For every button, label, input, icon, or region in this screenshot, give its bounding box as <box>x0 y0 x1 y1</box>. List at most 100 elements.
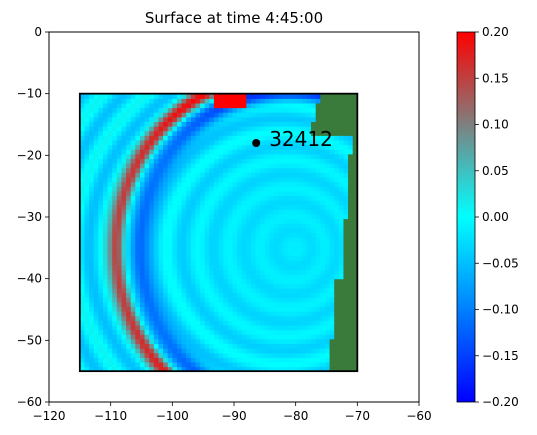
heatmap-cell <box>283 227 289 234</box>
heatmap-cell <box>153 292 160 298</box>
heatmap-cell <box>116 93 123 99</box>
heatmap-cell <box>301 274 308 280</box>
heatmap-cell <box>176 149 183 155</box>
heatmap-cell <box>227 195 234 201</box>
heatmap-cell <box>287 209 294 215</box>
heatmap-cell <box>315 213 321 220</box>
heatmap-cell <box>149 352 155 358</box>
heatmap-cell <box>292 297 298 303</box>
heatmap-cell <box>186 283 192 289</box>
heatmap-cell <box>149 158 155 164</box>
heatmap-cell <box>260 167 266 173</box>
heatmap-cell <box>98 126 104 132</box>
heatmap-cell <box>324 121 331 127</box>
heatmap-cell <box>246 121 252 127</box>
heatmap-cell <box>301 227 308 234</box>
heatmap-cell <box>167 338 173 345</box>
heatmap-cell <box>204 200 210 206</box>
heatmap-cell <box>213 107 220 113</box>
heatmap-cell <box>167 255 173 261</box>
heatmap-cell <box>79 334 86 340</box>
heatmap-cell <box>232 320 238 326</box>
heatmap-cell <box>264 320 271 326</box>
heatmap-cell <box>255 320 261 326</box>
heatmap-cell <box>301 213 308 220</box>
heatmap-cell <box>102 246 109 252</box>
heatmap-cell <box>79 93 86 99</box>
heatmap-cell <box>348 297 354 303</box>
heatmap-cell <box>260 186 266 192</box>
heatmap-cell <box>343 213 349 220</box>
heatmap-cell <box>153 200 160 206</box>
heatmap-cell <box>102 306 109 312</box>
heatmap-cell <box>107 200 113 206</box>
heatmap-cell <box>153 227 160 234</box>
heatmap-cell <box>98 163 104 169</box>
heatmap-cell <box>223 361 229 368</box>
heatmap-cell <box>255 121 261 127</box>
heatmap-cell <box>84 121 90 127</box>
heatmap-cell <box>190 218 197 224</box>
heatmap-cell <box>352 116 358 123</box>
heatmap-cell <box>149 264 155 271</box>
heatmap-cell <box>200 98 206 104</box>
heatmap-cell <box>218 352 224 358</box>
heatmap-cell <box>283 167 289 173</box>
heatmap-cell <box>348 158 354 164</box>
heatmap-cell <box>264 200 271 206</box>
heatmap-cell <box>274 172 280 178</box>
heatmap-cell <box>190 176 197 183</box>
heatmap-cell <box>139 223 146 229</box>
heatmap-cell <box>292 135 298 141</box>
heatmap-cell <box>278 121 284 127</box>
heatmap-cell <box>130 139 136 146</box>
heatmap-cell <box>130 153 136 160</box>
heatmap-cell <box>84 269 90 275</box>
heatmap-cell <box>269 269 275 275</box>
heatmap-cell <box>89 190 95 197</box>
heatmap-cell <box>338 357 345 363</box>
heatmap-cell <box>343 237 349 243</box>
heatmap-cell <box>306 130 312 136</box>
heatmap-cell <box>264 121 271 127</box>
heatmap-cell <box>306 366 312 372</box>
heatmap-cell <box>352 274 358 280</box>
heatmap-cell <box>112 283 118 289</box>
heatmap-cell <box>237 167 243 173</box>
heatmap-cell <box>292 292 298 298</box>
heatmap-cell <box>274 130 280 136</box>
heatmap-cell <box>149 223 155 229</box>
heatmap-cell <box>204 223 210 229</box>
heatmap-cell <box>329 241 335 247</box>
heatmap-cell <box>149 315 155 321</box>
heatmap-cell <box>135 278 141 284</box>
heatmap-cell <box>223 250 229 257</box>
heatmap-cell <box>306 264 312 271</box>
heatmap-cell <box>204 186 210 192</box>
heatmap-cell <box>200 153 206 160</box>
heatmap-cell <box>338 269 345 275</box>
heatmap-cell <box>135 121 141 127</box>
heatmap-cell <box>121 158 127 164</box>
heatmap-cell <box>274 301 280 308</box>
heatmap-cell <box>79 209 86 215</box>
heatmap-cell <box>89 306 95 312</box>
heatmap-cell <box>227 158 234 164</box>
heatmap-cell <box>102 287 109 294</box>
heatmap-cell <box>93 195 99 201</box>
heatmap-cell <box>274 250 280 257</box>
heatmap-cell <box>190 149 197 155</box>
heatmap-cell <box>264 126 271 132</box>
heatmap-cell <box>320 246 326 252</box>
heatmap-cell <box>306 329 312 335</box>
heatmap-cell <box>260 200 266 206</box>
heatmap-cell <box>158 315 164 321</box>
heatmap-cell <box>292 352 298 358</box>
heatmap-cell <box>84 301 90 308</box>
heatmap-cell <box>343 283 349 289</box>
heatmap-cell <box>237 343 243 349</box>
heatmap-cell <box>126 190 132 197</box>
heatmap-cell <box>200 246 206 252</box>
heatmap-cell <box>343 352 349 358</box>
heatmap-cell <box>176 121 183 127</box>
